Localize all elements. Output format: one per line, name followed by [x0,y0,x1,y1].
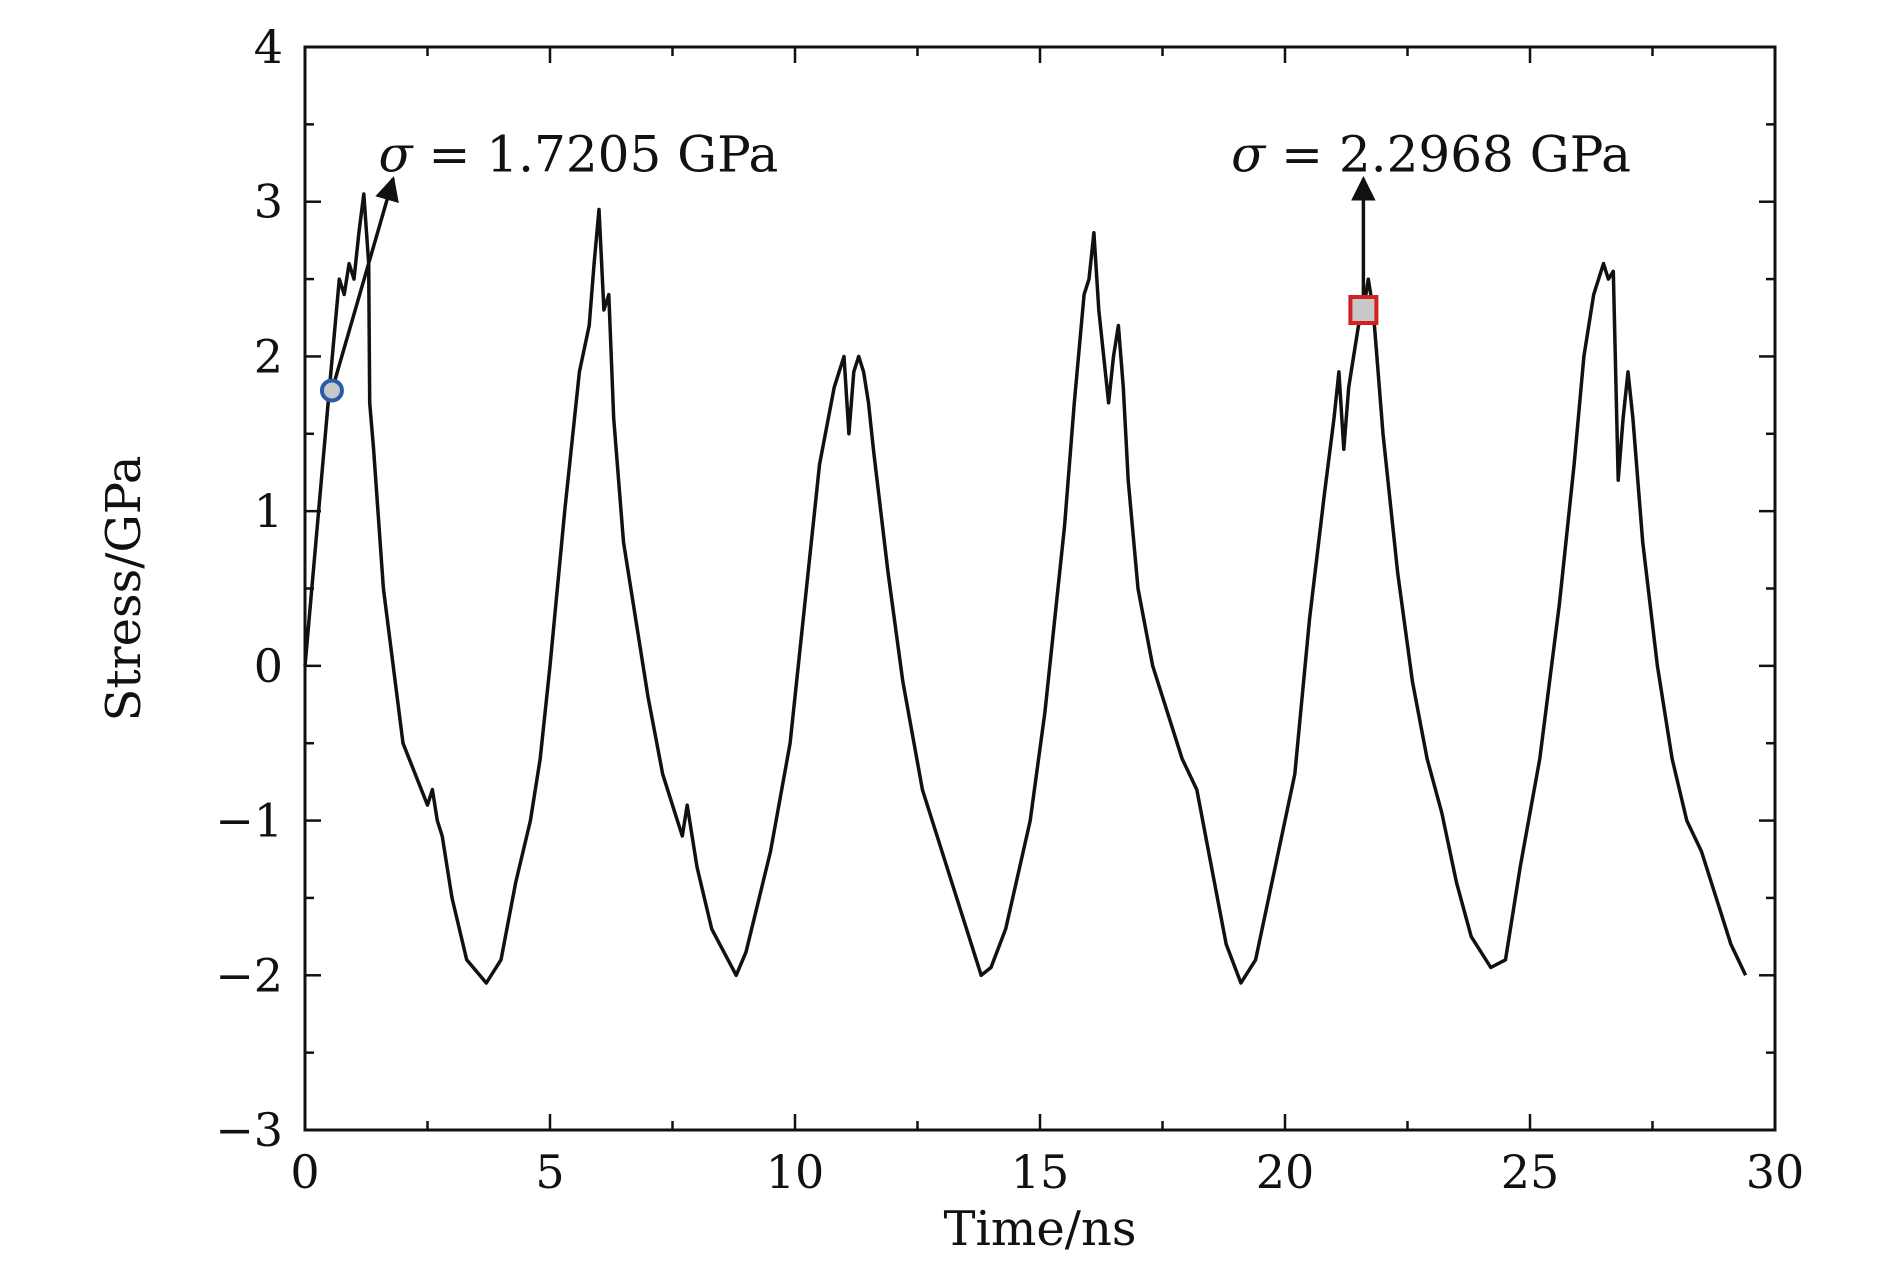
annotation-value: = 1.7205 GPa [413,125,779,183]
x-tick-label: 0 [290,1145,319,1199]
y-tick-label: 1 [254,484,283,538]
x-tick-label: 10 [766,1145,825,1199]
annotation-sigma: σ [1231,125,1267,183]
circle-marker [319,378,344,403]
axis-ticks [303,45,1777,1132]
x-tick-label: 5 [535,1145,564,1199]
y-tick-label: 4 [254,20,283,74]
annotations: σ = 1.7205 GPa σ = 2.2968 GPa [319,125,1631,403]
square-marker [1348,295,1379,326]
x-tick-label: 30 [1746,1145,1805,1199]
y-tick-label: 2 [254,329,283,383]
annotation-label: σ = 2.2968 GPa [1231,125,1631,183]
y-tick-label: 0 [254,639,283,693]
annotation-sigma: σ [379,125,415,183]
annotation-label: σ = 1.7205 GPa [379,125,779,183]
x-axis-label: Time/ns [943,1201,1136,1257]
x-tick-label: 20 [1256,1145,1315,1199]
y-tick-label: 3 [254,175,283,229]
series-line [303,192,1748,985]
annotation-arrow [330,176,399,391]
plot-frame [303,45,1777,1132]
x-tick-label: 25 [1501,1145,1560,1199]
y-axis-label: Stress/GPa [96,455,152,721]
y-tick-label: −3 [215,1103,283,1157]
y-tick-label: −2 [215,948,283,1002]
x-tick-label: 15 [1011,1145,1070,1199]
y-tick-label: −1 [215,794,283,848]
axis-tick-labels: 0 5 10 15 20 25 30 −3 −2 −1 0 1 2 3 4 [215,20,1804,1199]
annotation-value: = 2.2968 GPa [1265,125,1631,183]
